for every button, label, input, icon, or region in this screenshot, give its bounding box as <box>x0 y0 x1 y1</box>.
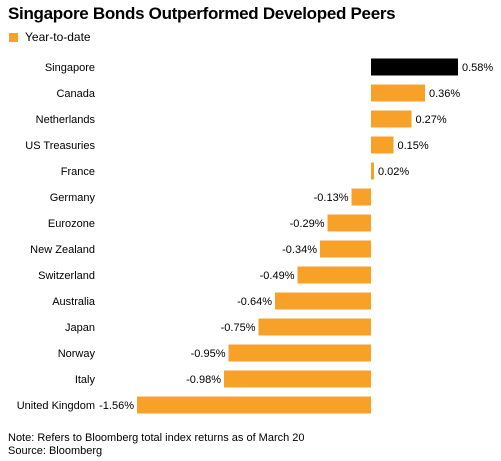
value-label-france: 0.02% <box>378 166 409 178</box>
bar-us-treasuries <box>371 136 394 154</box>
value-label-germany: -0.13% <box>314 192 349 204</box>
bar-netherlands <box>371 110 412 128</box>
value-label-eurozone: -0.29% <box>290 218 325 230</box>
source-note: Source: Bloomberg <box>8 445 103 457</box>
bar-italy <box>224 370 371 388</box>
category-labels-group: Singapore Canada Netherlands US Treasuries F… <box>17 62 96 412</box>
category-label-eurozone: Eurozone <box>48 218 95 230</box>
bar-australia <box>275 292 371 310</box>
bar-japan <box>258 318 371 336</box>
bar-singapore <box>371 58 458 76</box>
value-label-us-treasuries: 0.15% <box>398 140 429 152</box>
bar-norway <box>228 344 371 362</box>
category-label-united-kingdom: United Kingdom <box>17 400 95 412</box>
value-label-australia: -0.64% <box>237 296 272 308</box>
value-labels-group: 0.58% 0.36% 0.27% 0.15% 0.02% -0.13% -0.29% -0.… <box>99 62 493 412</box>
value-label-italy: -0.98% <box>186 374 221 386</box>
category-label-switzerland: Switzerland <box>38 270 95 282</box>
category-label-canada: Canada <box>56 88 95 100</box>
value-label-switzerland: -0.49% <box>260 270 295 282</box>
value-label-japan: -0.75% <box>221 322 256 334</box>
footer: Note: Refers to Bloomberg total index re… <box>8 432 305 458</box>
value-label-canada: 0.36% <box>429 88 460 100</box>
category-label-italy: Italy <box>75 374 96 386</box>
bar-france <box>371 162 374 180</box>
category-label-france: France <box>61 166 95 178</box>
chart-title: Singapore Bonds Outperformed Developed P… <box>8 4 396 23</box>
legend-swatch <box>9 32 18 42</box>
bar-new-zealand <box>320 240 371 258</box>
legend-label: Year-to-date <box>25 30 91 44</box>
bar-germany <box>351 188 371 206</box>
bar-switzerland <box>297 266 371 284</box>
value-label-united-kingdom: -1.56% <box>99 400 134 412</box>
category-label-norway: Norway <box>58 348 96 360</box>
category-label-australia: Australia <box>52 296 96 308</box>
bar-united-kingdom <box>137 396 371 414</box>
category-label-netherlands: Netherlands <box>36 114 96 126</box>
value-label-netherlands: 0.27% <box>416 114 447 126</box>
bars-group <box>137 58 458 414</box>
category-label-new-zealand: New Zealand <box>30 244 95 256</box>
bar-canada <box>371 84 425 102</box>
bar-eurozone <box>327 214 371 232</box>
category-label-germany: Germany <box>50 192 96 204</box>
value-label-singapore: 0.58% <box>462 62 493 74</box>
value-label-new-zealand: -0.34% <box>282 244 317 256</box>
category-label-japan: Japan <box>65 322 95 334</box>
legend: Year-to-date <box>8 30 91 44</box>
value-label-norway: -0.95% <box>191 348 226 360</box>
category-label-us-treasuries: US Treasuries <box>25 140 95 152</box>
footnote: Note: Refers to Bloomberg total index re… <box>8 432 305 444</box>
category-label-singapore: Singapore <box>45 62 95 74</box>
